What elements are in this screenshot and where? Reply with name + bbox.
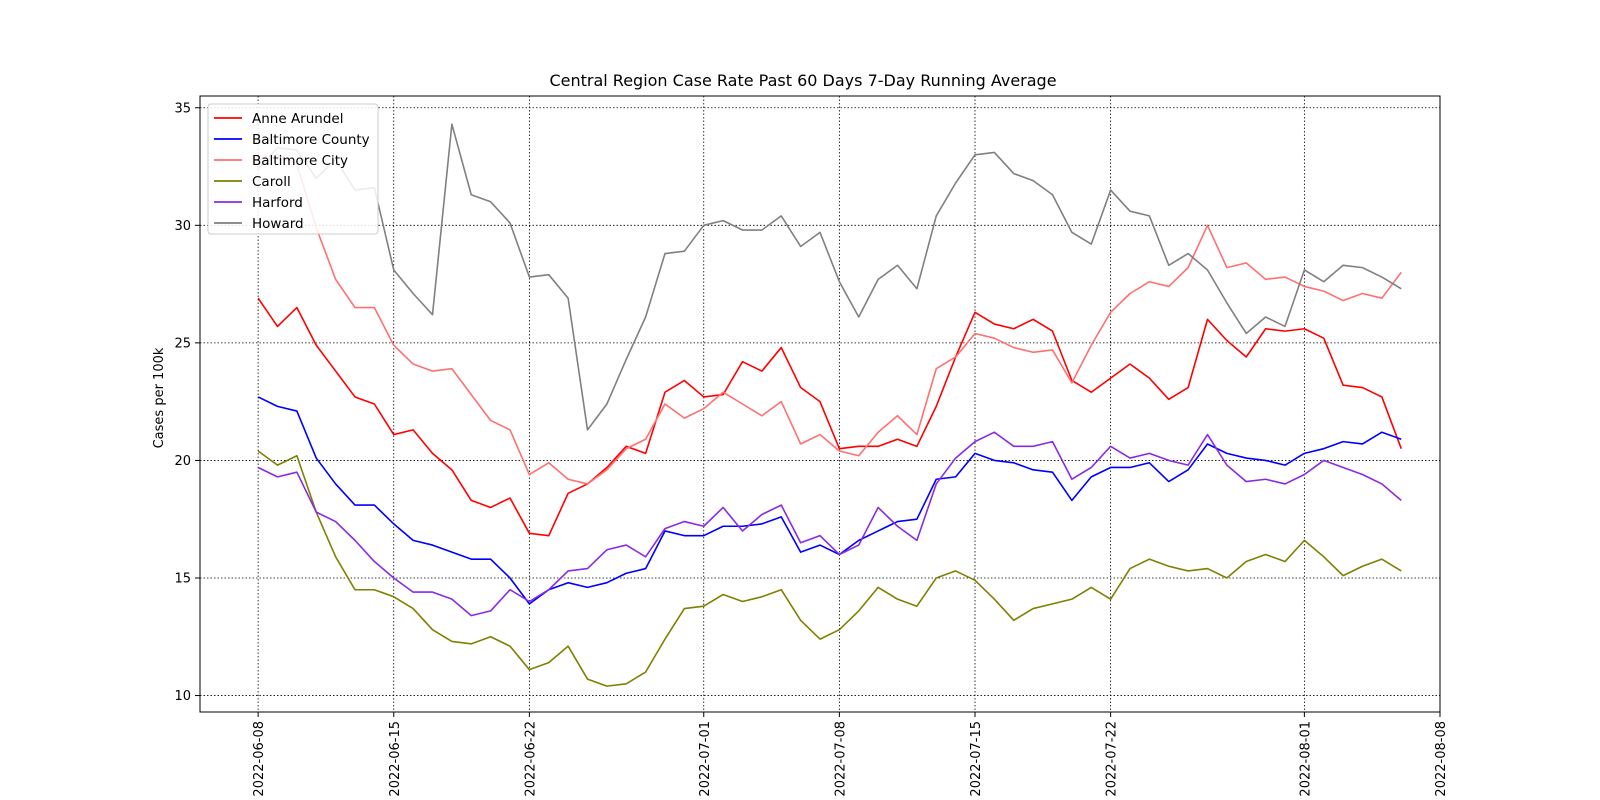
series-line-baltimore-city xyxy=(257,153,1402,485)
y-axis-label: Cases per 100k xyxy=(152,347,167,448)
x-tick-label: 2022-08-08 xyxy=(1434,721,1449,797)
legend-label: Anne Arundel xyxy=(252,111,343,127)
x-tick-label: 2022-07-01 xyxy=(698,721,713,797)
legend-label: Caroll xyxy=(252,174,291,190)
legend-box xyxy=(207,103,379,235)
y-tick-label: 10 xyxy=(174,689,191,704)
series-line-baltimore-county xyxy=(257,396,1402,605)
legend-label: Baltimore City xyxy=(252,153,348,169)
x-axis-ticks: 2022-06-08 2022-06-15 2022-06-22 2022-07-01… xyxy=(252,712,1449,797)
x-tick-label: 2022-07-22 xyxy=(1105,721,1120,797)
y-tick-label: 25 xyxy=(174,336,191,351)
grid xyxy=(200,96,1441,712)
x-tick-label: 2022-06-15 xyxy=(388,721,403,797)
legend-label: Howard xyxy=(252,216,304,232)
x-tick-label: 2022-06-08 xyxy=(252,721,267,797)
y-tick-label: 15 xyxy=(174,571,191,586)
x-tick-label: 2022-06-22 xyxy=(523,721,538,797)
series-lines xyxy=(257,123,1402,687)
chart-title: Central Region Case Rate Past 60 Days 7-… xyxy=(549,71,1056,90)
legend: Anne Arundel Baltimore County Baltimore Ci… xyxy=(207,103,379,235)
plot-frame xyxy=(199,95,1441,713)
legend-label: Baltimore County xyxy=(252,132,370,148)
x-tick-label: 2022-07-08 xyxy=(833,721,848,797)
y-axis-ticks: 10 15 20 25 30 35 xyxy=(174,101,200,704)
y-tick-label: 20 xyxy=(174,454,191,469)
x-tick-label: 2022-08-01 xyxy=(1298,721,1313,797)
series-line-caroll xyxy=(257,450,1402,687)
legend-label: Harford xyxy=(252,195,303,211)
series-line-anne-arundel xyxy=(257,297,1402,537)
y-tick-label: 35 xyxy=(174,101,191,116)
series-line-howard xyxy=(257,123,1402,431)
y-tick-label: 30 xyxy=(174,219,191,234)
series-line-harford xyxy=(257,431,1402,617)
x-tick-label: 2022-07-15 xyxy=(969,721,984,797)
